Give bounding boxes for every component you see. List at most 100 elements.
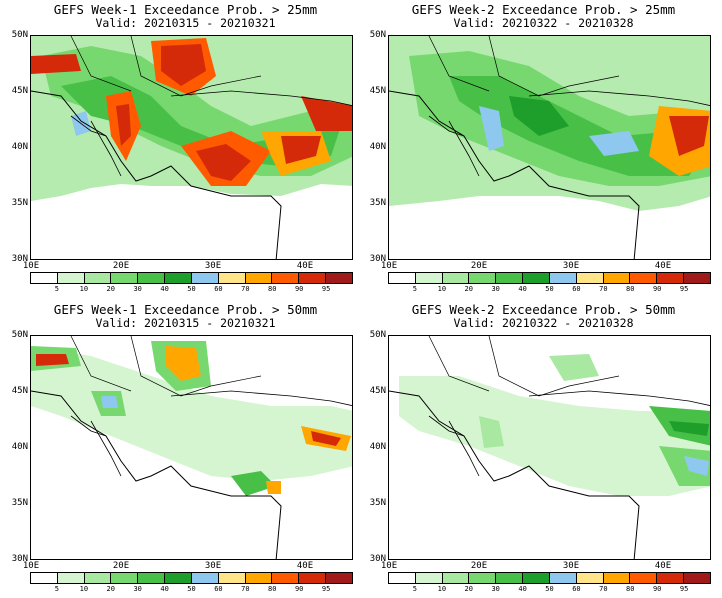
colorbar-label: 10	[437, 285, 447, 293]
panel-week2-25mm: GEFS Week-2 Exceedance Prob. > 25mm Vali…	[366, 0, 721, 295]
colorbar-label: 10	[79, 285, 89, 293]
y-tick-label: 30N	[11, 554, 28, 564]
y-tick-label: 50N	[11, 30, 28, 40]
panel-title: GEFS Week-2 Exceedance Prob. > 50mm	[411, 302, 676, 317]
colorbar	[388, 272, 711, 284]
y-tick-label: 40N	[11, 142, 28, 152]
colorbar-label: 95	[679, 285, 689, 293]
colorbar-swatch	[111, 573, 139, 583]
colorbar-label: 60	[214, 285, 223, 293]
colorbar-swatch	[603, 573, 631, 583]
panel-week2-50mm: GEFS Week-2 Exceedance Prob. > 50mm Vali…	[366, 300, 721, 595]
probability-map	[30, 35, 353, 260]
colorbar-label: 60	[572, 585, 581, 593]
colorbar-label: 70	[241, 585, 250, 593]
y-tick-label: 40N	[11, 442, 28, 452]
colorbar-label: 5	[54, 285, 60, 293]
colorbar-label: 80	[626, 285, 635, 293]
colorbar-label: 90	[652, 585, 662, 593]
colorbar-swatch	[299, 273, 327, 283]
x-tick-label: 10E	[22, 561, 40, 571]
colorbar-swatch	[326, 573, 352, 583]
map-graphic	[389, 336, 710, 559]
colorbar-label: 95	[321, 285, 331, 293]
colorbar-labels: 5 10 20 30 40 50 60 70 80 90 95	[30, 285, 353, 295]
y-tick-label: 45N	[11, 386, 28, 396]
y-tick-label: 40N	[369, 442, 386, 452]
colorbar-swatch	[442, 273, 470, 283]
x-tick-label: 30E	[204, 561, 222, 571]
y-tick-label: 50N	[369, 30, 386, 40]
y-tick-label: 35N	[369, 498, 386, 508]
colorbar-swatch	[138, 273, 166, 283]
colorbar-swatch	[469, 573, 497, 583]
y-tick-label: 45N	[369, 86, 386, 96]
colorbar-labels: 5 10 20 30 40 50 60 70 80 90 95	[30, 585, 353, 595]
x-tick-label: 40E	[654, 561, 672, 571]
colorbar-label: 40	[160, 585, 169, 593]
colorbar-label: 60	[214, 585, 223, 593]
y-tick-label: 35N	[11, 198, 28, 208]
colorbar-swatch	[415, 273, 443, 283]
x-tick-label: 10E	[22, 261, 40, 271]
x-tick-label: 20E	[112, 261, 130, 271]
colorbar-swatch	[299, 573, 327, 583]
x-tick-label: 40E	[296, 261, 314, 271]
colorbar-swatch	[272, 573, 300, 583]
panel-title: GEFS Week-1 Exceedance Prob. > 50mm	[53, 302, 318, 317]
colorbar-swatch	[496, 273, 524, 283]
colorbar-label: 80	[626, 585, 635, 593]
map-graphic	[31, 36, 352, 259]
colorbar-swatch	[84, 573, 112, 583]
colorbar-label: 40	[160, 285, 169, 293]
y-tick-label: 30N	[369, 254, 386, 264]
colorbar-swatch	[138, 573, 166, 583]
colorbar-swatch	[245, 573, 273, 583]
colorbar-swatch	[165, 573, 192, 583]
colorbar-label: 80	[268, 585, 277, 593]
colorbar-label: 20	[106, 285, 115, 293]
colorbar	[388, 572, 711, 584]
colorbar-label: 50	[545, 585, 554, 593]
panel-valid-dates: Valid: 20210315 - 20210321	[95, 316, 276, 330]
colorbar-swatch	[31, 573, 58, 583]
colorbar-swatch	[165, 273, 192, 283]
x-tick-label: 20E	[470, 561, 488, 571]
y-tick-label: 30N	[11, 254, 28, 264]
colorbar-label: 30	[491, 285, 500, 293]
colorbar	[30, 572, 353, 584]
colorbar-label: 80	[268, 285, 277, 293]
colorbar-swatch	[684, 573, 710, 583]
colorbar-label: 30	[133, 585, 142, 593]
colorbar-swatch	[523, 573, 550, 583]
panel-valid-dates: Valid: 20210315 - 20210321	[95, 16, 276, 30]
colorbar-labels: 5 10 20 30 40 50 60 70 80 90 95	[388, 585, 711, 595]
colorbar-label: 5	[412, 285, 418, 293]
colorbar-label: 50	[187, 285, 196, 293]
colorbar-label: 70	[599, 285, 608, 293]
colorbar-label: 95	[321, 585, 331, 593]
colorbar-label: 20	[464, 285, 473, 293]
colorbar-swatch	[31, 273, 58, 283]
colorbar-swatch	[630, 573, 658, 583]
colorbar-swatch	[523, 273, 550, 283]
colorbar-swatch	[84, 273, 112, 283]
colorbar-label: 90	[294, 585, 304, 593]
colorbar-swatch	[57, 273, 85, 283]
colorbar-label: 20	[106, 585, 115, 593]
colorbar-swatch	[191, 273, 219, 283]
colorbar-label: 90	[652, 285, 662, 293]
map-graphic	[31, 336, 352, 559]
colorbar-swatch	[389, 573, 416, 583]
panel-valid-dates: Valid: 20210322 - 20210328	[453, 316, 634, 330]
colorbar-labels: 5 10 20 30 40 50 60 70 80 90 95	[388, 285, 711, 295]
colorbar-swatch	[245, 273, 273, 283]
colorbar-swatch	[415, 573, 443, 583]
colorbar-swatch	[469, 273, 497, 283]
colorbar-label: 90	[294, 285, 304, 293]
colorbar-label: 20	[464, 585, 473, 593]
x-tick-label: 10E	[380, 561, 398, 571]
x-tick-label: 10E	[380, 261, 398, 271]
colorbar-label: 70	[599, 585, 608, 593]
y-tick-label: 40N	[369, 142, 386, 152]
